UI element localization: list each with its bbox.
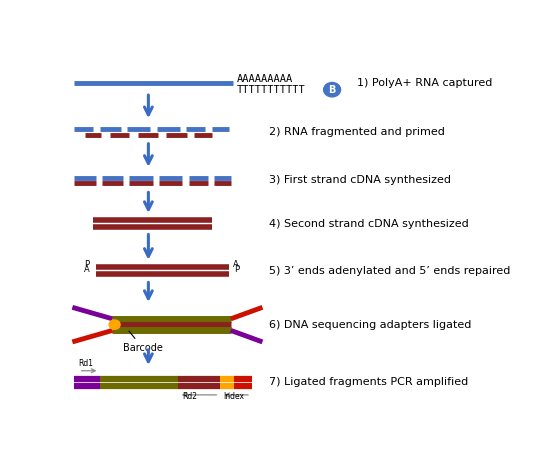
Text: Rd1: Rd1 bbox=[78, 359, 94, 368]
Text: Barcode: Barcode bbox=[123, 331, 163, 353]
Text: P: P bbox=[234, 265, 239, 274]
Text: 2) RNA fragmented and primed: 2) RNA fragmented and primed bbox=[269, 127, 445, 137]
Text: 1) PolyA+ RNA captured: 1) PolyA+ RNA captured bbox=[358, 78, 493, 88]
Text: 5) 3’ ends adenylated and 5’ ends repaired: 5) 3’ ends adenylated and 5’ ends repair… bbox=[269, 265, 510, 276]
Text: A: A bbox=[84, 265, 90, 274]
Text: AAAAAAAAA: AAAAAAAAA bbox=[237, 74, 293, 84]
Text: B: B bbox=[329, 85, 336, 95]
Text: A: A bbox=[233, 260, 239, 269]
Text: TTTTTTTTTTT: TTTTTTTTTTT bbox=[237, 85, 306, 95]
Text: Index: Index bbox=[223, 392, 245, 402]
Text: P: P bbox=[84, 260, 90, 269]
Text: 3) First strand cDNA synthesized: 3) First strand cDNA synthesized bbox=[269, 176, 451, 185]
Text: 6) DNA sequencing adapters ligated: 6) DNA sequencing adapters ligated bbox=[269, 320, 471, 329]
Text: Rd2: Rd2 bbox=[182, 392, 197, 402]
Text: 4) Second strand cDNA synthesized: 4) Second strand cDNA synthesized bbox=[269, 219, 469, 229]
Circle shape bbox=[109, 320, 120, 329]
Circle shape bbox=[324, 82, 341, 97]
Text: 7) Ligated fragments PCR amplified: 7) Ligated fragments PCR amplified bbox=[269, 377, 468, 388]
